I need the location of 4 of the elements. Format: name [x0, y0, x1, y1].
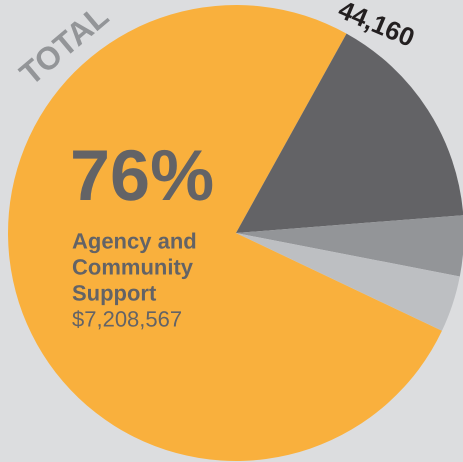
text: 44,160: [334, 0, 419, 53]
data-label: 76%: [70, 136, 214, 216]
text: $7,208,567: [72, 306, 182, 332]
slice-label: Agency and Community Support: [72, 228, 197, 306]
